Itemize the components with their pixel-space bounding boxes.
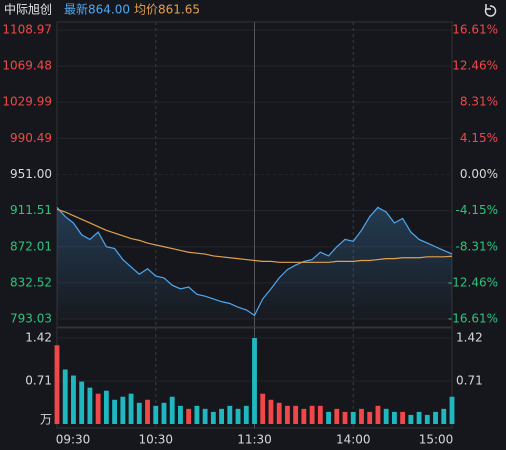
volume-bar [62,369,68,424]
volume-bar [202,408,208,424]
volume-bar [194,405,200,424]
volume-unit: 万 [40,413,52,427]
latest-price: 最新864.00 [64,2,130,17]
volume-bar [359,408,364,424]
volume-tick-label: 1.42 [25,331,52,345]
average-price: 均价861.65 [134,3,200,17]
y2-tick-label: -8.31% [456,239,498,253]
volume-bar [391,411,397,424]
volume-bar [309,405,315,424]
volume-bar [153,405,159,424]
volume-bar [161,402,167,424]
volume-bar [408,414,414,424]
x-tick-label: 09:30 [56,433,91,447]
x-tick-label: 11:30 [237,433,272,447]
volume-bar [235,408,241,424]
volume-bar [79,381,85,424]
x-tick-label: 10:30 [138,433,173,447]
y2-tick-label: 12.46% [452,59,498,73]
y2-tick-label: 0.00% [460,167,498,181]
price-area [57,207,452,319]
volume-bar [375,405,381,424]
volume-bar [260,393,266,424]
volume-bar [71,375,76,424]
y-tick-label: 1029.99 [2,95,52,109]
volume-bar [210,411,216,424]
volume-bar [301,408,307,424]
volume-bar [169,396,175,424]
y2-tick-label: 4.15% [460,131,498,145]
volume-bar [219,408,225,424]
volume-bar [128,393,134,424]
volume-bar [87,387,93,424]
volume-bar [95,393,101,424]
volume-bar [268,399,274,424]
volume-bar [416,411,422,424]
refresh-icon[interactable] [484,4,497,17]
volume-bar [112,399,118,424]
y2-tick-label: -4.15% [456,203,498,217]
stock-name: 中际旭创 [4,2,52,17]
volume-bar [317,405,323,424]
price-line [56,206,453,317]
y-tick-label: 793.03 [10,312,52,326]
average-line [56,208,453,263]
y2-tick-label: 16.61% [452,23,498,37]
volume-bar [227,405,233,424]
volume-bar [186,408,192,424]
volume-tick-label-right: 1.42 [456,331,483,345]
volume-bar [276,402,282,424]
volume-bar [284,405,290,424]
volume-bar [54,345,60,424]
volume-tick-label-right: 0.71 [456,374,483,388]
refresh-arc [484,5,497,17]
y-tick-label: 1108.97 [2,23,52,37]
y2-tick-label: 8.31% [460,95,498,109]
volume-bar [383,408,389,424]
refresh-arrow [485,4,491,10]
y-tick-label: 872.01 [10,239,52,253]
volume-bar [243,405,249,424]
volume-bar [136,402,142,424]
volume-bar [449,396,455,424]
y-tick-label: 951.00 [10,167,52,181]
volume-bar [293,405,299,424]
volume-bar [350,411,356,424]
volume-bar [342,411,348,424]
y-tick-label: 911.51 [10,203,52,217]
volume-bar [367,411,373,424]
volume-bar [400,411,406,424]
volume-bar [178,405,183,424]
volume-bar [103,390,109,424]
y2-tick-label: -16.61% [448,312,498,326]
volume-bar [120,396,126,424]
volume-bar [424,414,430,424]
y-tick-label: 1069.48 [2,59,52,73]
volume-bar [326,411,331,424]
volume-bar [252,338,257,424]
volume-bar [334,408,340,424]
x-tick-label: 15:00 [419,433,454,447]
y-tick-label: 990.49 [10,131,52,145]
volume-tick-label: 0.71 [25,374,52,388]
x-tick-label: 14:00 [336,433,371,447]
y2-tick-label: -12.46% [448,275,498,289]
volume-bar [145,399,150,424]
volume-bar [441,408,447,424]
y-tick-label: 832.52 [10,275,52,289]
volume-bar [433,411,438,424]
